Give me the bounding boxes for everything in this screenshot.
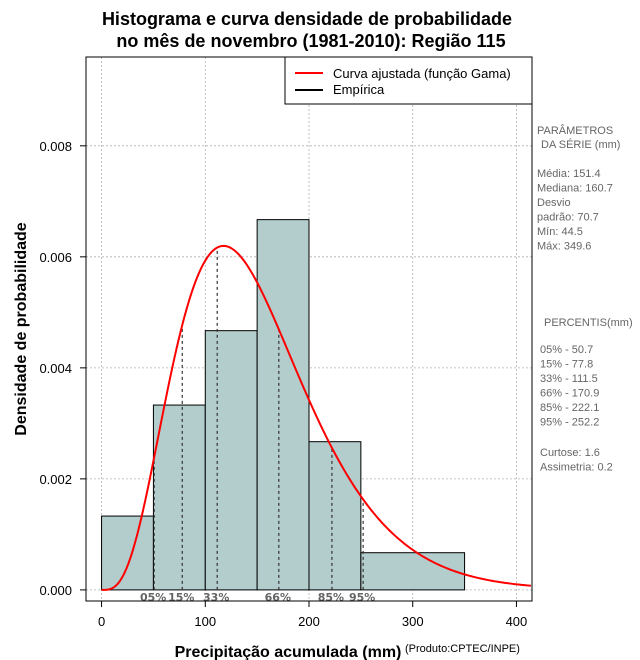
stat-line: Média: 151.4 [537, 168, 601, 180]
histogram-bar [308, 441, 362, 591]
y-tick-label: 0.008 [39, 139, 72, 154]
legend: Curva ajustada (função Gama) Empírica [284, 56, 533, 105]
y-axis-title: Densidade de probabilidade [13, 222, 30, 435]
y-tick-label: 0.004 [39, 361, 72, 376]
chart-title-line2: no mês de novembro (1981-2010): Região 1… [116, 31, 505, 51]
x-axis: 0 100 200 300 400 [98, 600, 528, 629]
side-panel: PARÂMETROS DA SÉRIE (mm) Média: 151.4 Med… [537, 124, 633, 474]
y-axis: 0.000 0.002 0.004 0.006 0.008 [39, 139, 87, 598]
stat-line: Desvio [537, 197, 571, 209]
percentile-label: 15% [168, 591, 194, 604]
histogram-bar [256, 219, 310, 591]
percentil-line: 15% - 77.8 [540, 359, 593, 371]
legend-box [284, 56, 533, 105]
extras-list: Curtose: 1.6 Assimetria: 0.2 [540, 447, 613, 474]
percentile-label: 66% [265, 591, 291, 604]
percentis-title: PERCENTIS(mm) [544, 317, 633, 329]
legend-label-gamma: Curva ajustada (função Gama) [333, 66, 511, 81]
histogram-bar [360, 552, 466, 591]
x-tick-label: 100 [194, 614, 216, 629]
stat-line: Mín: 44.5 [537, 226, 583, 238]
x-tick-label: 300 [402, 614, 424, 629]
y-tick-label: 0.002 [39, 472, 72, 487]
x-axis-title: Precipitação acumulada (mm) [175, 644, 402, 660]
percentil-line: 95% - 252.2 [540, 417, 599, 429]
percentile-label: 85% [318, 591, 344, 604]
histogram-bar [204, 330, 258, 591]
stat-line: padrão: 70.7 [537, 212, 599, 224]
histogram-bars [101, 219, 466, 591]
percentil-line: 66% - 170.9 [540, 388, 599, 400]
histogram-bar [101, 515, 154, 591]
y-tick-label: 0.006 [39, 250, 72, 265]
stat-line: Máx: 349.6 [537, 241, 591, 253]
histogram-bar [152, 404, 206, 591]
extra-line: Assimetria: 0.2 [540, 462, 613, 474]
y-tick-label: 0.000 [39, 583, 72, 598]
stats-list: Média: 151.4 Mediana: 160.7 Desvio padrão: … [537, 168, 613, 253]
percentile-label: 33% [203, 591, 229, 604]
x-tick-label: 200 [298, 614, 320, 629]
credit-text: (Produto:CPTEC/INPE) [405, 643, 520, 655]
x-tick-label: 0 [98, 614, 105, 629]
percentile-label: 05% [140, 591, 166, 604]
percentil-line: 85% - 222.1 [540, 402, 599, 414]
chart-title-line1: Histograma e curva densidade de probabil… [102, 9, 512, 29]
percentis-list: 05% - 50.7 15% - 77.8 33% - 111.5 66% - 170… [540, 344, 599, 429]
params-title-line1: PARÂMETROS [537, 124, 613, 137]
legend-label-empirica: Empírica [333, 82, 385, 97]
stat-line: Mediana: 160.7 [537, 183, 613, 195]
percentil-line: 05% - 50.7 [540, 344, 593, 356]
x-tick-label: 400 [506, 614, 528, 629]
percentil-line: 33% - 111.5 [540, 373, 598, 385]
gamma-curve-line [101, 244, 532, 591]
gamma-curve [101, 244, 532, 591]
percentile-labels: 05% 15% 33% 66% 85% 95% [140, 591, 375, 604]
params-title-line2: DA SÉRIE (mm) [541, 138, 620, 151]
extra-line: Curtose: 1.6 [540, 447, 600, 459]
percentile-label: 95% [349, 591, 375, 604]
percentile-lines [153, 247, 364, 590]
